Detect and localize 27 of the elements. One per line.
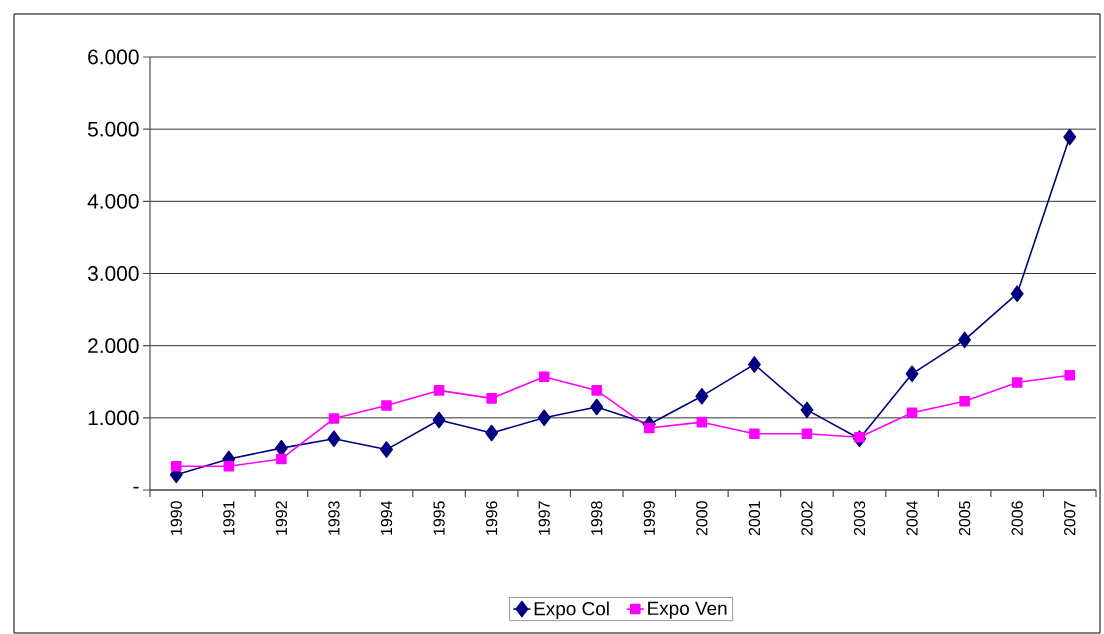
y-tick-label: 2.000 bbox=[88, 338, 139, 354]
x-tick-label: 1997 bbox=[538, 501, 550, 535]
x-tick-label: 1991 bbox=[223, 501, 235, 535]
y-tick-label: 3.000 bbox=[87, 266, 139, 281]
y-tick-label: 1.000 bbox=[88, 410, 139, 426]
x-tick-label: 1995 bbox=[433, 501, 445, 535]
x-tick-label: 1993 bbox=[328, 501, 340, 535]
x-tick-label: 2000 bbox=[696, 501, 708, 536]
x-tick-label: 2001 bbox=[748, 501, 761, 536]
x-tick-label: 2007 bbox=[1064, 501, 1076, 536]
y-tick-label: 5.000 bbox=[87, 121, 139, 137]
x-tick-label: 2005 bbox=[958, 501, 971, 536]
x-tick-label: 1992 bbox=[275, 501, 288, 535]
legend-label: Expo Ven bbox=[648, 601, 727, 619]
x-tick-label: 1996 bbox=[485, 501, 498, 535]
x-tick-label: 1999 bbox=[643, 501, 655, 535]
x-tick-label: 2002 bbox=[801, 501, 813, 536]
x-tick-label: 1990 bbox=[170, 501, 182, 535]
x-tick-label: 1998 bbox=[591, 501, 603, 535]
y-tick-label: 4.000 bbox=[87, 193, 139, 209]
x-tick-label: 1994 bbox=[380, 501, 393, 535]
y-tick-label: - bbox=[133, 486, 139, 489]
x-tick-label: 2006 bbox=[1011, 501, 1023, 536]
legend-label: Expo Col bbox=[534, 601, 609, 620]
y-tick-label: 6.000 bbox=[88, 49, 139, 65]
x-tick-label: 2004 bbox=[906, 501, 918, 536]
x-tick-label: 2003 bbox=[853, 501, 866, 536]
